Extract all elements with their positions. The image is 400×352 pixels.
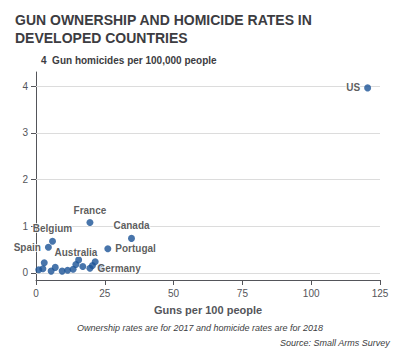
svg-text:4 Gun homicides per 100,000 p: 4 Gun homicides per 100,000 people	[41, 55, 217, 66]
svg-text:1: 1	[22, 221, 28, 232]
svg-text:GUN OWNERSHIP AND HOMICIDE RAT: GUN OWNERSHIP AND HOMICIDE RATES IN	[15, 12, 312, 28]
svg-text:2: 2	[22, 174, 28, 185]
svg-text:0: 0	[33, 288, 39, 299]
svg-text:France: France	[74, 205, 107, 216]
svg-text:Germany: Germany	[97, 263, 141, 274]
svg-text:Guns per 100 people: Guns per 100 people	[154, 304, 262, 316]
svg-text:125: 125	[372, 288, 389, 299]
svg-text:Source: Small Arms Survey: Source: Small Arms Survey	[280, 338, 390, 348]
svg-text:Ownership rates are for 2017 a: Ownership rates are for 2017 and homicid…	[77, 323, 323, 333]
svg-text:50: 50	[168, 288, 180, 299]
svg-text:Belgium: Belgium	[33, 223, 73, 234]
svg-text:4: 4	[22, 81, 28, 92]
svg-text:Canada: Canada	[113, 220, 150, 231]
svg-text:US: US	[346, 82, 360, 93]
svg-text:0: 0	[22, 267, 28, 278]
svg-text:75: 75	[237, 288, 249, 299]
svg-text:Spain: Spain	[14, 242, 41, 253]
svg-text:3: 3	[22, 127, 28, 138]
svg-text:Portugal: Portugal	[115, 243, 156, 254]
svg-text:25: 25	[99, 288, 111, 299]
svg-text:DEVELOPED COUNTRIES: DEVELOPED COUNTRIES	[15, 30, 188, 46]
svg-text:100: 100	[303, 288, 320, 299]
svg-text:Australia: Australia	[55, 247, 98, 258]
